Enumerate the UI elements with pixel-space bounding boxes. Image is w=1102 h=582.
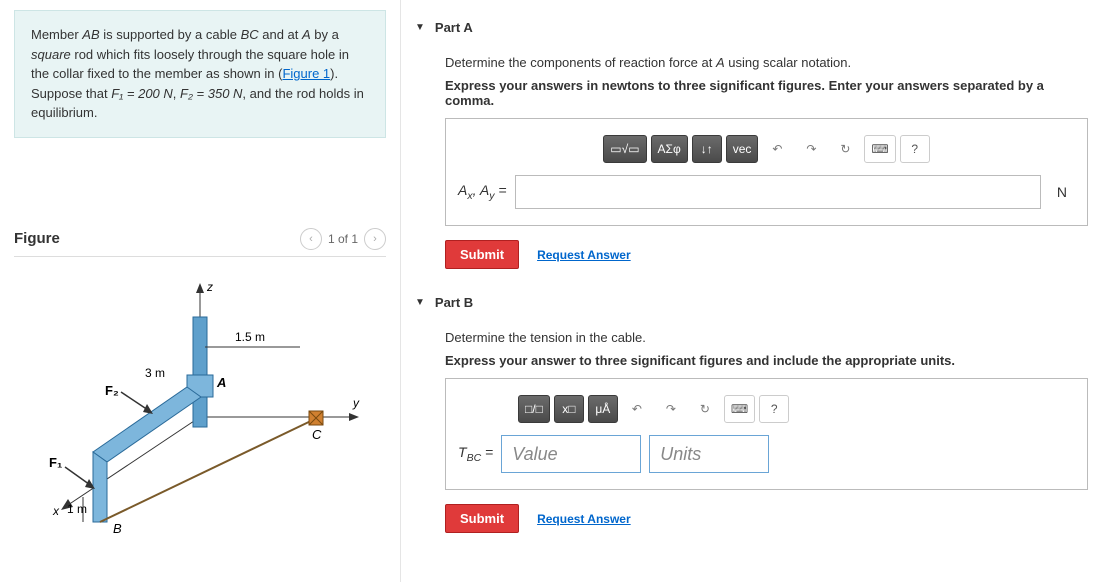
part-b-request-answer-link[interactable]: Request Answer bbox=[537, 512, 631, 526]
square-word: square bbox=[31, 47, 71, 62]
undo-button[interactable]: ↶ bbox=[622, 395, 652, 423]
dim-3m: 3 m bbox=[145, 366, 165, 380]
units-symbol-button[interactable]: μÅ bbox=[588, 395, 618, 423]
redo-button[interactable]: ↷ bbox=[656, 395, 686, 423]
var-BC: BC bbox=[241, 27, 259, 42]
part-a-toolbar: ▭√▭ ΑΣφ ↓↑ vec ↶ ↷ ↻ ⌨ ? bbox=[458, 135, 1075, 163]
figure-pager: ‹ 1 of 1 › bbox=[300, 228, 386, 250]
part-a-title: Part A bbox=[435, 20, 473, 35]
part-b-prompt: Determine the tension in the cable. bbox=[445, 330, 1088, 345]
part-a-submit-button[interactable]: Submit bbox=[445, 240, 519, 269]
dim-1m: 1 m bbox=[67, 502, 87, 516]
text: , bbox=[173, 86, 180, 101]
part-b-header[interactable]: ▼ Part B bbox=[415, 285, 1088, 316]
subscript-button[interactable]: ↓↑ bbox=[692, 135, 722, 163]
help-button[interactable]: ? bbox=[759, 395, 789, 423]
part-a-prompt: Determine the components of reaction for… bbox=[445, 55, 1088, 70]
undo-button[interactable]: ↶ bbox=[762, 135, 792, 163]
part-a-answer-input[interactable] bbox=[515, 175, 1041, 209]
problem-statement: Member AB is supported by a cable BC and… bbox=[14, 10, 386, 138]
part-a-answer-label: Ax, Ay = bbox=[458, 182, 507, 202]
caret-down-icon: ▼ bbox=[415, 22, 425, 33]
part-b-answer-label: TBC = bbox=[458, 444, 493, 464]
part-b-title: Part B bbox=[435, 295, 473, 310]
var-F1: F₁ = 200 N bbox=[111, 86, 173, 101]
text: by a bbox=[311, 27, 339, 42]
greek-button[interactable]: ΑΣφ bbox=[651, 135, 688, 163]
part-a-unit: N bbox=[1049, 184, 1075, 200]
part-a-header[interactable]: ▼ Part A bbox=[415, 10, 1088, 41]
var-A: A bbox=[302, 27, 311, 42]
pager-label: 1 of 1 bbox=[328, 232, 358, 246]
force-F2-label: F₂ bbox=[105, 383, 119, 398]
text: using scalar notation. bbox=[725, 55, 851, 70]
part-a-request-answer-link[interactable]: Request Answer bbox=[537, 248, 631, 262]
part-b-instruction: Express your answer to three significant… bbox=[445, 353, 1088, 368]
point-C-label: C bbox=[312, 427, 322, 442]
figure-title: Figure bbox=[14, 230, 60, 247]
text: Member bbox=[31, 27, 82, 42]
text: and at bbox=[259, 27, 302, 42]
exponent-button[interactable]: x□ bbox=[554, 395, 584, 423]
figure-diagram: z y x A C B bbox=[14, 277, 386, 537]
vector-button[interactable]: vec bbox=[726, 135, 759, 163]
keyboard-button[interactable]: ⌨ bbox=[864, 135, 895, 163]
help-button[interactable]: ? bbox=[900, 135, 930, 163]
text: is supported by a cable bbox=[100, 27, 241, 42]
part-b-value-input[interactable]: Value bbox=[501, 435, 641, 473]
caret-down-icon: ▼ bbox=[415, 297, 425, 308]
var-AB: AB bbox=[82, 27, 99, 42]
var-F2: F₂ = 350 N bbox=[180, 86, 242, 101]
part-a-answer-panel: ▭√▭ ΑΣφ ↓↑ vec ↶ ↷ ↻ ⌨ ? Ax, Ay = N bbox=[445, 118, 1088, 226]
redo-button[interactable]: ↷ bbox=[796, 135, 826, 163]
axis-y-label: y bbox=[352, 396, 360, 410]
pager-next-button[interactable]: › bbox=[364, 228, 386, 250]
axis-x-label: x bbox=[52, 504, 60, 518]
text: Determine the components of reaction for… bbox=[445, 55, 716, 70]
part-a-instruction: Express your answers in newtons to three… bbox=[445, 78, 1088, 108]
part-b-units-input[interactable]: Units bbox=[649, 435, 769, 473]
axis-z-label: z bbox=[206, 280, 213, 294]
template-button[interactable]: ▭√▭ bbox=[603, 135, 646, 163]
pager-prev-button[interactable]: ‹ bbox=[300, 228, 322, 250]
reset-button[interactable]: ↻ bbox=[830, 135, 860, 163]
force-F1-label: F₁ bbox=[49, 455, 62, 470]
part-b-submit-button[interactable]: Submit bbox=[445, 504, 519, 533]
point-B-label: B bbox=[113, 521, 122, 536]
var-A: A bbox=[716, 55, 725, 70]
keyboard-button[interactable]: ⌨ bbox=[724, 395, 755, 423]
fraction-button[interactable]: □/□ bbox=[518, 395, 550, 423]
figure-header: Figure ‹ 1 of 1 › bbox=[14, 228, 386, 257]
point-A-label: A bbox=[216, 375, 226, 390]
figure-link[interactable]: Figure 1 bbox=[282, 66, 330, 81]
dim-1-5m: 1.5 m bbox=[235, 330, 265, 344]
part-b-toolbar: □/□ x□ μÅ ↶ ↷ ↻ ⌨ ? bbox=[458, 395, 1075, 423]
part-b-answer-panel: □/□ x□ μÅ ↶ ↷ ↻ ⌨ ? TBC = Value Units bbox=[445, 378, 1088, 490]
reset-button[interactable]: ↻ bbox=[690, 395, 720, 423]
